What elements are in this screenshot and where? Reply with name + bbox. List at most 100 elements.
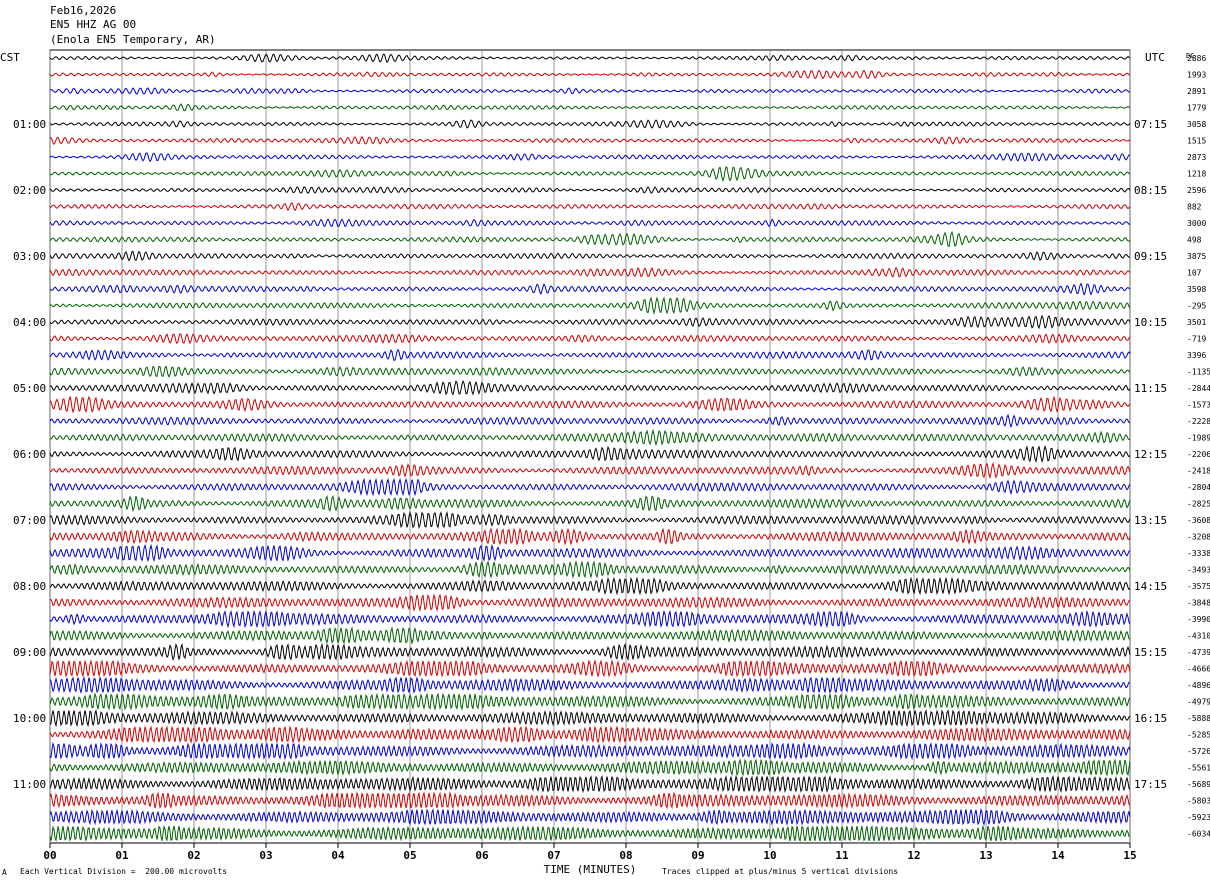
dc-label: DC: [1186, 52, 1194, 60]
dc-offset-label: -6034: [1187, 830, 1210, 839]
utc-hour-label: 11:15: [1134, 382, 1167, 395]
trace-row-44: [49, 774, 1131, 794]
dc-offset-label: 3058: [1187, 120, 1206, 129]
utc-hour-label: 15:15: [1134, 646, 1167, 659]
right-zone-label: UTC: [1145, 51, 1165, 64]
dc-offset-label: -3338: [1187, 549, 1210, 558]
dc-offset-label: -3608: [1187, 516, 1210, 525]
scale-note: Each Vertical Division = 200.00 microvol…: [20, 867, 228, 876]
trace-row-13: [49, 266, 1131, 278]
dc-offset-label: -4896: [1187, 681, 1210, 690]
trace-row-24: [49, 444, 1131, 464]
trace-row-42: [49, 741, 1131, 761]
dc-offset-label: -5689: [1187, 780, 1210, 789]
minute-tick-label: 14: [1051, 849, 1065, 862]
dc-offset-label: 2596: [1187, 186, 1206, 195]
trace-row-43: [49, 758, 1131, 777]
trace-row-27: [49, 494, 1131, 513]
trace-row-20: [49, 379, 1131, 396]
trace-row-6: [49, 152, 1131, 163]
dc-offset-label: -2825: [1187, 500, 1210, 509]
minute-tick-label: 11: [835, 849, 849, 862]
utc-hour-label: 08:15: [1134, 184, 1167, 197]
trace-row-18: [49, 348, 1131, 361]
dc-offset-label: 107: [1187, 269, 1202, 278]
corner-mark: A: [2, 868, 7, 877]
dc-offset-label: -4666: [1187, 665, 1210, 674]
dc-offset-label: 1779: [1187, 104, 1206, 113]
minute-tick-label: 03: [259, 849, 272, 862]
cst-hour-label: 11:00: [13, 778, 46, 791]
trace-row-14: [49, 282, 1131, 296]
dc-offset-label: 3000: [1187, 219, 1206, 228]
trace-row-4: [49, 119, 1131, 129]
trace-row-17: [49, 332, 1131, 345]
dc-offset-label: -1989: [1187, 434, 1210, 443]
cst-hour-label: 07:00: [13, 514, 46, 527]
dc-offset-label: 498: [1187, 236, 1202, 245]
minute-tick-label: 05: [403, 849, 416, 862]
dc-offset-label: 882: [1187, 203, 1202, 212]
dc-offset-label: -1573: [1187, 401, 1210, 410]
left-zone-label: CST: [0, 51, 20, 64]
dc-offset-label: -5888: [1187, 714, 1210, 723]
dc-offset-label: -295: [1187, 302, 1206, 311]
utc-hour-label: 09:15: [1134, 250, 1167, 263]
trace-row-3: [49, 103, 1131, 112]
dc-offset-label: 3598: [1187, 285, 1206, 294]
cst-hour-label: 03:00: [13, 250, 46, 263]
trace-row-31: [49, 560, 1131, 579]
dc-offset-label: 3501: [1187, 318, 1206, 327]
utc-hour-label: 13:15: [1134, 514, 1167, 527]
dc-offset-label: -2804: [1187, 483, 1210, 492]
minute-tick-label: 01: [115, 849, 129, 862]
trace-row-25: [49, 461, 1131, 480]
trace-row-32: [49, 576, 1131, 596]
trace-row-26: [49, 477, 1131, 497]
cst-hour-label: 04:00: [13, 316, 46, 329]
cst-hour-label: 02:00: [13, 184, 46, 197]
header-date: Feb16,2026: [50, 4, 117, 17]
trace-row-16: [49, 314, 1131, 330]
trace-row-12: [49, 250, 1131, 262]
trace-row-28: [49, 510, 1131, 529]
trace-row-1: [49, 69, 1131, 80]
trace-row-33: [49, 593, 1131, 612]
trace-row-30: [49, 543, 1131, 563]
minute-tick-label: 06: [475, 849, 489, 862]
dc-offset-label: -3493: [1187, 566, 1210, 575]
trace-row-29: [49, 527, 1131, 546]
dc-offset-label: -3575: [1187, 582, 1210, 591]
minute-tick-label: 12: [907, 849, 920, 862]
dc-offset-label: -5803: [1187, 797, 1210, 806]
trace-row-39: [49, 692, 1131, 711]
trace-row-9: [49, 202, 1131, 212]
utc-hour-label: 10:15: [1134, 316, 1167, 329]
dc-offset-label: -2206: [1187, 450, 1210, 459]
trace-row-45: [49, 791, 1131, 810]
trace-row-35: [49, 626, 1131, 645]
trace-row-23: [49, 428, 1131, 447]
minute-tick-label: 09: [691, 849, 704, 862]
dc-offset-label: 1515: [1187, 137, 1206, 146]
header-location: (Enola EN5 Temporary, AR): [50, 33, 216, 46]
trace-row-47: [49, 824, 1131, 843]
trace-row-41: [49, 725, 1131, 744]
trace-row-46: [49, 807, 1131, 826]
trace-row-0: [49, 53, 1131, 63]
trace-row-10: [49, 218, 1131, 228]
dc-offset-label: -5561: [1187, 764, 1210, 773]
minute-tick-label: 08: [619, 849, 632, 862]
utc-hour-label: 16:15: [1134, 712, 1167, 725]
dc-offset-label: -1135: [1187, 368, 1210, 377]
trace-row-40: [49, 708, 1131, 728]
utc-hour-label: 07:15: [1134, 118, 1167, 131]
trace-row-36: [49, 642, 1131, 661]
cst-hour-label: 08:00: [13, 580, 46, 593]
minute-tick-label: 02: [187, 849, 200, 862]
x-axis-title: TIME (MINUTES): [544, 863, 637, 876]
cst-hour-label: 06:00: [13, 448, 46, 461]
minute-tick-label: 10: [763, 849, 776, 862]
trace-row-11: [49, 230, 1131, 248]
